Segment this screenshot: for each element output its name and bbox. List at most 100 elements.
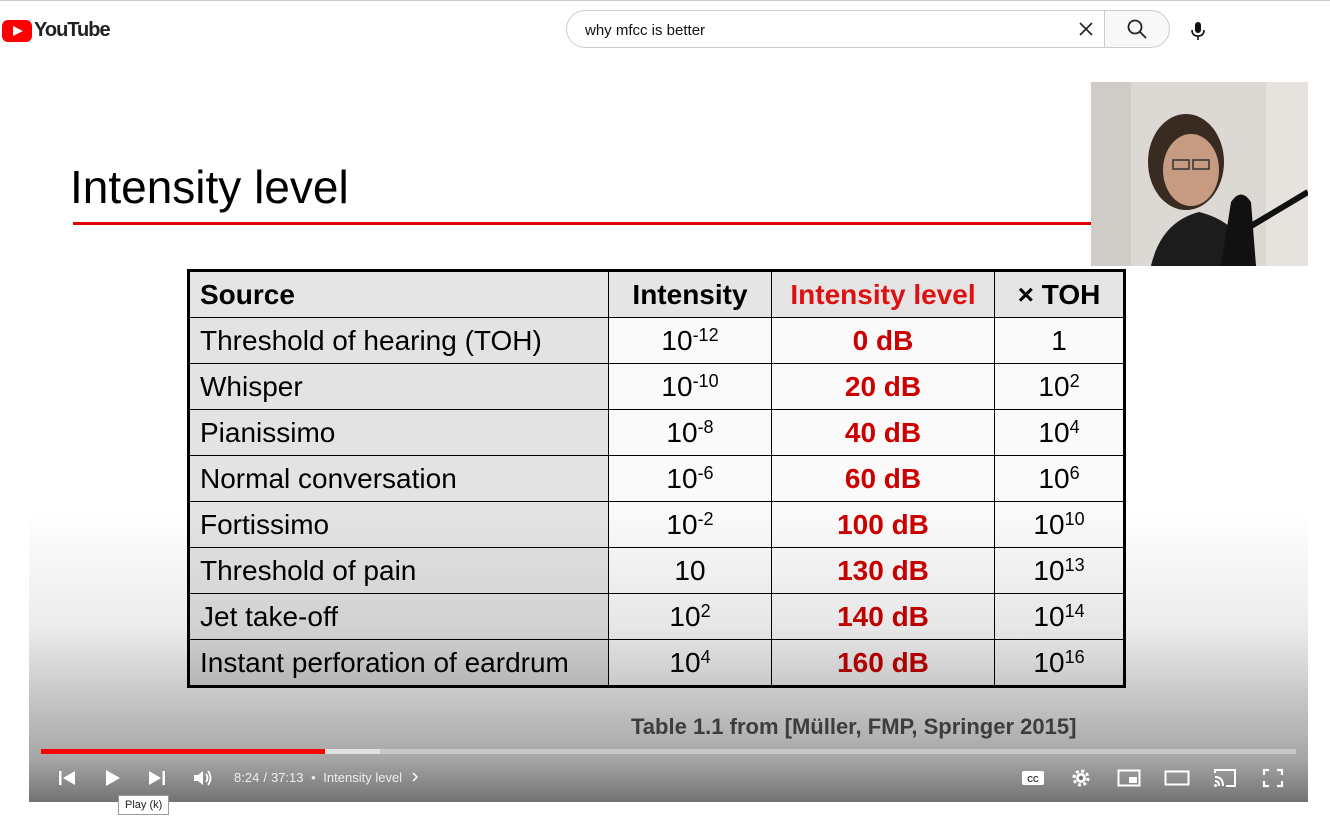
- search-icon: [1127, 19, 1147, 39]
- table-row: Jet take-off 102 140 dB 1014: [188, 593, 1125, 640]
- column-header-intensity-level: Intensity level: [771, 270, 995, 318]
- chapter-title[interactable]: Intensity level: [323, 770, 403, 785]
- table-row: Threshold of pain 10 130 dB 1013: [188, 547, 1125, 594]
- intensity-exponent: -6: [697, 462, 714, 483]
- toh-base: 10: [1033, 646, 1065, 678]
- progress-bar[interactable]: [41, 749, 1296, 754]
- table-row: Threshold of hearing (TOH) 10-12 0 dB 1: [188, 317, 1125, 364]
- theater-mode-button[interactable]: [1161, 764, 1193, 792]
- table-row: Pianissimo 10-8 40 dB 104: [188, 409, 1125, 456]
- masthead: YouTube: [0, 0, 1330, 61]
- source-cell: Whisper: [188, 363, 609, 410]
- previous-icon: [59, 771, 75, 785]
- settings-button[interactable]: [1065, 764, 1097, 792]
- gear-icon: [1072, 769, 1090, 787]
- source-cell: Fortissimo: [188, 501, 609, 548]
- table-row: Whisper 10-10 20 dB 102: [188, 363, 1125, 410]
- intensity-base: 10: [666, 508, 698, 540]
- miniplayer-button[interactable]: [1113, 764, 1145, 792]
- toh-base: 10: [1038, 416, 1070, 448]
- next-button[interactable]: [141, 764, 173, 792]
- intensity-exponent: -2: [697, 508, 714, 529]
- clear-search-icon[interactable]: [1072, 15, 1100, 43]
- intensity-cell: 102: [608, 593, 772, 640]
- intensity-exponent: -12: [692, 324, 719, 345]
- intensity-cell: 10-8: [608, 409, 772, 456]
- intensity-exponent: -8: [697, 416, 714, 437]
- toh-exponent: 4: [1069, 416, 1080, 437]
- volume-icon: [194, 770, 212, 786]
- time-display: 8:24/37:13 • Intensity level: [234, 770, 420, 785]
- fullscreen-button[interactable]: [1257, 764, 1289, 792]
- column-header-source: Source: [188, 270, 609, 318]
- intensity-base: 10: [674, 554, 706, 586]
- toh-base: 10: [1033, 600, 1065, 632]
- webcam-overlay: [1091, 82, 1308, 266]
- toh-base: 10: [1038, 462, 1070, 494]
- source-cell: Normal conversation: [188, 455, 609, 502]
- title-underline: [73, 222, 1093, 225]
- level-cell: 0 dB: [771, 317, 995, 364]
- cast-button[interactable]: [1209, 764, 1241, 792]
- toh-cell: 1013: [994, 547, 1125, 594]
- intensity-exponent: 4: [700, 646, 711, 667]
- table-caption: Table 1.1 from [Müller, FMP, Springer 20…: [631, 714, 1077, 739]
- theater-icon: [1164, 770, 1190, 786]
- intensity-base: 10: [666, 462, 698, 494]
- toh-cell: 1: [994, 317, 1125, 364]
- played-bar: [41, 749, 325, 754]
- play-tooltip: Play (k): [118, 795, 170, 815]
- search-button[interactable]: [1104, 10, 1170, 48]
- search-input[interactable]: [583, 19, 1047, 41]
- intensity-cell: 10-12: [608, 317, 772, 364]
- total-time: 37:13: [270, 770, 304, 785]
- toh-base: 10: [1038, 370, 1070, 402]
- subtitles-button[interactable]: CC: [1017, 764, 1049, 792]
- toh-base: 1: [1051, 324, 1067, 356]
- toh-exponent: 2: [1069, 370, 1080, 391]
- video-player[interactable]: Intensity level Source Intensity Intensi…: [29, 82, 1308, 802]
- closed-captions-icon: CC: [1022, 771, 1044, 785]
- intensity-cell: 10-2: [608, 501, 772, 548]
- intensity-exponent: 2: [700, 600, 711, 621]
- table-row: Normal conversation 10-6 60 dB 106: [188, 455, 1125, 502]
- toh-exponent: 14: [1064, 600, 1085, 621]
- chevron-right-icon: [412, 772, 418, 782]
- cast-icon: [1214, 769, 1236, 787]
- column-header-toh: × TOH: [994, 270, 1125, 318]
- youtube-play-icon: [2, 19, 32, 42]
- svg-text:CC: CC: [1027, 775, 1039, 784]
- logo-text: YouTube: [34, 19, 111, 41]
- intensity-exponent: -10: [692, 370, 719, 391]
- toh-base: 10: [1033, 508, 1065, 540]
- microphone-icon: [1191, 22, 1205, 40]
- level-cell: 160 dB: [771, 639, 995, 687]
- intensity-cell: 10: [608, 547, 772, 594]
- toh-exponent: 10: [1064, 508, 1085, 529]
- voice-search-button[interactable]: [1180, 13, 1216, 49]
- player-controls: 8:24/37:13 • Intensity level CC: [29, 758, 1308, 798]
- intensity-base: 10: [669, 646, 701, 678]
- miniplayer-icon: [1117, 769, 1141, 787]
- play-button[interactable]: [96, 764, 128, 792]
- intensity-cell: 104: [608, 639, 772, 687]
- volume-button[interactable]: [187, 764, 219, 792]
- next-icon: [149, 771, 165, 785]
- intensity-base: 10: [666, 416, 698, 448]
- slide-title: Intensity level: [70, 161, 349, 213]
- level-cell: 100 dB: [771, 501, 995, 548]
- youtube-logo[interactable]: YouTube: [2, 19, 111, 42]
- table-row: Instant perforation of eardrum 104 160 d…: [188, 639, 1125, 687]
- level-cell: 40 dB: [771, 409, 995, 456]
- table-header-row: Source Intensity Intensity level × TOH: [188, 270, 1125, 318]
- play-icon: [106, 770, 120, 786]
- toh-exponent: 6: [1069, 462, 1080, 483]
- current-time: 8:24: [234, 770, 260, 785]
- source-cell: Threshold of pain: [188, 547, 609, 594]
- toh-cell: 1014: [994, 593, 1125, 640]
- level-cell: 140 dB: [771, 593, 995, 640]
- previous-button[interactable]: [51, 764, 83, 792]
- fullscreen-icon: [1262, 768, 1284, 788]
- intensity-base: 10: [661, 370, 693, 402]
- source-cell: Pianissimo: [188, 409, 609, 456]
